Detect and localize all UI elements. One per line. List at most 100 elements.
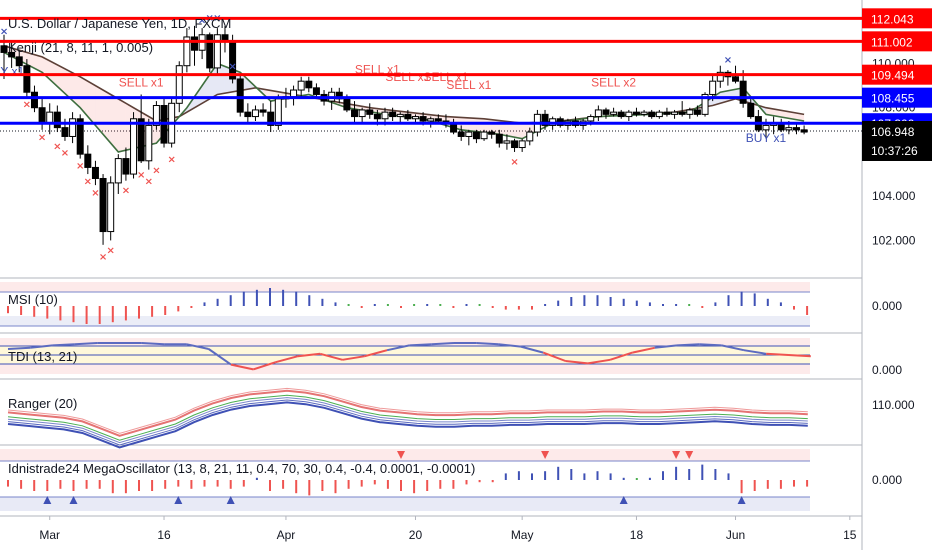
- msi-bar: [203, 302, 206, 306]
- candle-down: [236, 78, 244, 113]
- cloud-fill: [796, 113, 805, 121]
- signal-cross-marker: ×: [145, 177, 153, 188]
- candle-up: [610, 111, 618, 115]
- cloud-fill: [87, 81, 96, 126]
- bar-countdown: 10:37:26: [871, 144, 918, 158]
- signal-label: SELL x1: [119, 76, 164, 90]
- msi-bar: [766, 298, 769, 306]
- msi-lower-band: [0, 316, 810, 326]
- pane-title-megaoscillator: Idnistrade24 MegaOscillator (13, 8, 21, …: [8, 461, 475, 476]
- mega-bar: [635, 478, 638, 480]
- mega-bar: [675, 466, 678, 480]
- signal-cross-marker: ×: [99, 252, 107, 263]
- mega-bar: [321, 480, 324, 491]
- msi-bar: [491, 306, 494, 308]
- level-price-text: 108.455: [871, 92, 915, 106]
- candle-down: [541, 113, 549, 126]
- tdi-line-segment: [208, 348, 232, 366]
- mega-bar: [570, 469, 573, 480]
- tdi-line-segment: [252, 361, 276, 371]
- msi-bar: [504, 306, 507, 310]
- candle-down: [137, 118, 145, 162]
- mega-bar: [308, 480, 311, 496]
- signal-cross-marker: ×: [61, 148, 69, 159]
- mega-bar: [793, 480, 795, 487]
- msi-bar: [609, 297, 612, 306]
- candle-down: [693, 109, 701, 115]
- ranger-line: [7, 387, 808, 434]
- mega-bar: [138, 480, 140, 491]
- msi-bar: [98, 306, 101, 324]
- ranger-line: [7, 397, 808, 444]
- candle-up: [709, 80, 717, 95]
- candle-up: [69, 118, 77, 137]
- msi-bar: [347, 304, 350, 306]
- x-axis-label: May: [511, 528, 534, 542]
- candle-up: [251, 109, 259, 118]
- msi-bar: [596, 295, 599, 306]
- tdi-line-segment: [30, 344, 53, 349]
- mega-bar: [426, 480, 429, 491]
- mega-bar: [753, 480, 756, 491]
- cloud-fill: [788, 111, 797, 120]
- msi-bar: [360, 306, 363, 308]
- mega-lower-band: [0, 497, 810, 511]
- signal-cross-marker: ×: [137, 170, 145, 181]
- candle-down: [259, 109, 267, 113]
- mega-bar: [648, 477, 651, 480]
- last-price-tag: [862, 120, 932, 161]
- candle-up: [640, 111, 648, 115]
- msi-bar: [570, 297, 573, 306]
- msi-bar: [439, 304, 442, 306]
- level-price-text: 112.043: [871, 12, 914, 26]
- candle-down: [343, 98, 351, 111]
- msi-bar: [635, 300, 638, 306]
- signal-cross-marker: ×: [724, 55, 732, 66]
- mega-bar: [347, 480, 350, 489]
- tdi-line-segment: [743, 349, 767, 355]
- x-axis-label: 15: [843, 528, 857, 542]
- candle-up: [107, 182, 115, 233]
- ranger-line: [7, 389, 808, 437]
- candle-down: [488, 131, 496, 135]
- msi-bar: [321, 298, 324, 306]
- signal-cross-marker: ×: [106, 245, 114, 256]
- signal-cross-marker: ×: [228, 62, 236, 73]
- x-axis-label: 18: [630, 528, 644, 542]
- mega-bar: [216, 480, 219, 487]
- x-axis-label: Mar: [39, 528, 60, 542]
- mega-bar: [269, 480, 271, 491]
- mega-bar: [478, 480, 481, 483]
- mega-bar: [242, 480, 245, 487]
- msi-bar: [190, 306, 193, 308]
- msi-bar: [701, 306, 704, 308]
- tdi-line-segment: [319, 352, 343, 361]
- mega-sell-triangle: [672, 451, 681, 459]
- candle-down: [244, 111, 252, 118]
- candle-down: [312, 87, 320, 95]
- mega-bar: [413, 480, 416, 494]
- x-axis-label: Apr: [277, 528, 296, 542]
- pane-title-tdi: TDI (13, 21): [8, 349, 77, 364]
- signal-cross-marker: ×: [198, 15, 206, 26]
- candle-down: [99, 177, 107, 233]
- signal-cross-marker: ×: [84, 177, 92, 188]
- indicator-label-kenji: Kenji (21, 8, 11, 1, 0.005): [8, 40, 153, 55]
- mega-buy-triangle: [737, 496, 746, 504]
- msi-bar: [426, 304, 429, 306]
- candle-down: [511, 140, 519, 149]
- candle-down: [91, 166, 99, 179]
- msi-y-tick: 0.000: [872, 299, 902, 313]
- candle-up: [381, 111, 389, 120]
- msi-bar: [622, 298, 625, 306]
- mega-bar: [583, 473, 586, 480]
- tdi-line-segment: [52, 343, 75, 347]
- mega-bar: [688, 469, 691, 480]
- mega-bar: [714, 469, 717, 480]
- candle-down: [434, 118, 442, 122]
- candle-down: [84, 153, 92, 168]
- msi-bar: [33, 306, 36, 317]
- mega-bar: [531, 473, 533, 480]
